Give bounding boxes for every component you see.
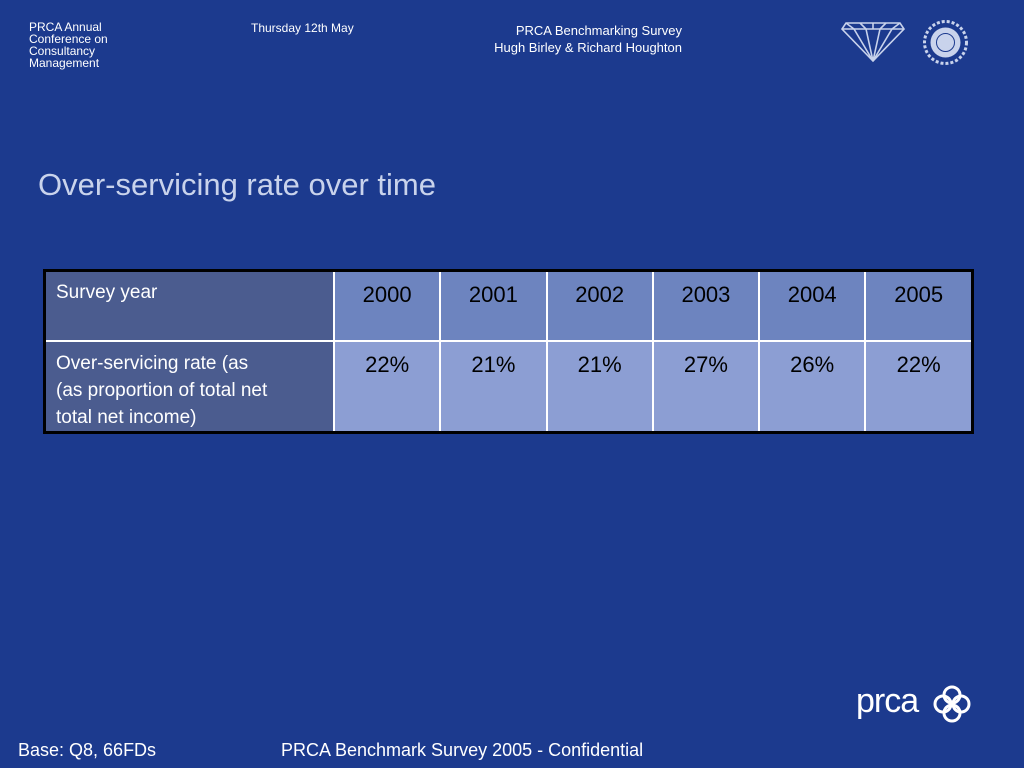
conference-line: Management [29, 56, 100, 70]
over-servicing-table: Survey year 2000 2001 2002 2003 2004 200… [43, 269, 974, 434]
year-cell: 2001 [439, 269, 548, 342]
seal-logo-icon [923, 20, 968, 65]
value-cell: 21% [545, 340, 654, 434]
table-header-row: Survey year 2000 2001 2002 2003 2004 200… [43, 269, 974, 342]
year-cell: 2000 [332, 269, 442, 342]
conference-line: Conference on [29, 32, 108, 46]
prca-knot-icon [933, 685, 971, 723]
year-cell: 2005 [864, 269, 974, 342]
row-label-line: (as proportion of total net [56, 380, 268, 401]
conference-line: PRCA Annual [29, 20, 102, 34]
header-survey: PRCA Benchmarking Survey Hugh Birley & R… [494, 22, 682, 56]
row-label-line: Over-servicing rate (as [56, 353, 249, 374]
value-cell: 22% [864, 340, 974, 434]
row-label-line: total net income) [56, 407, 197, 428]
header-date: Thursday 12th May [251, 21, 354, 35]
diamond-logo-icon [840, 22, 906, 63]
value-cell: 26% [758, 340, 867, 434]
year-cell: 2004 [758, 269, 867, 342]
value-cell: 21% [439, 340, 548, 434]
row-label-over-servicing: Over-servicing rate (as (as proportion o… [43, 340, 335, 434]
year-cell: 2003 [651, 269, 761, 342]
slide-title: Over-servicing rate over time [38, 167, 436, 202]
footer-base: Base: Q8, 66FDs [18, 740, 157, 760]
prca-logo-text: prca [856, 682, 919, 720]
value-cell: 22% [332, 340, 442, 434]
year-cell: 2002 [545, 269, 654, 342]
conference-line: Consultancy [29, 44, 96, 58]
prca-logo: prca [856, 682, 974, 726]
row-label-survey-year: Survey year [43, 269, 335, 342]
conference-name: PRCA Annual Conference on Consultancy Ma… [29, 21, 139, 69]
table-row: Over-servicing rate (as (as proportion o… [43, 340, 974, 434]
value-cell: 27% [651, 340, 761, 434]
survey-title: PRCA Benchmarking Survey [515, 23, 682, 38]
survey-authors: Hugh Birley & Richard Houghton [494, 40, 682, 55]
footer-confidential: PRCA Benchmark Survey 2005 - Confidentia… [281, 740, 644, 760]
